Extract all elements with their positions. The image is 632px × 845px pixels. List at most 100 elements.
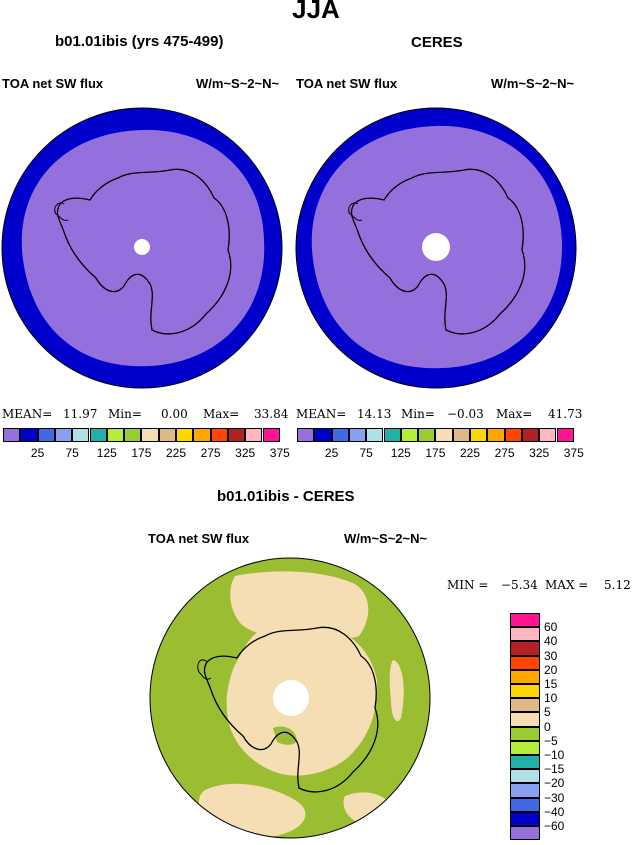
colorbar-tick-label: 25 (30, 446, 45, 460)
colorbar-cell (510, 698, 540, 713)
colorbar-cell (227, 428, 246, 442)
colorbar-tick-label: 175 (425, 446, 446, 460)
colorbar-cell (510, 726, 540, 741)
panel1-colorbar: 25 75 125 175 225 275 325 375 (3, 428, 290, 473)
colorbar-tick-label: 325 (529, 446, 550, 460)
colorbar-cell (37, 428, 55, 442)
colorbar-tick-label: 325 (235, 446, 256, 460)
colorbar-cell (510, 783, 540, 798)
colorbar-tick-label: 75 (359, 446, 373, 460)
colorbar-cell (348, 428, 367, 442)
colorbar-tick-label: 375 (269, 446, 290, 460)
panel1-map (1, 107, 283, 389)
colorbar-cell (106, 428, 125, 442)
panel1-variable: TOA net SW flux (2, 76, 104, 91)
colorbar-tick-label: 275 (494, 446, 515, 460)
diff-variable: TOA net SW flux (148, 531, 250, 546)
panel2-mean-label: MEAN= (296, 407, 347, 421)
colorbar-cell (176, 428, 194, 442)
diff-antarctica-coastline (203, 626, 379, 793)
colorbar-cell (435, 428, 453, 442)
panel2-min-label: Min= (401, 407, 435, 421)
panel1-antarctica-coastline (56, 168, 232, 335)
colorbar-tick-label: 15 (544, 677, 558, 691)
colorbar-cell (504, 428, 522, 442)
colorbar-cell (510, 669, 540, 684)
colorbar-tick-label: −40 (544, 804, 565, 819)
colorbar-tick-label: −10 (544, 748, 565, 762)
colorbar-cell (510, 740, 540, 755)
colorbar-tick-label: 5 (544, 705, 551, 720)
panel2-max-label: Max= (496, 407, 533, 421)
colorbar-tick-label: 225 (459, 446, 481, 460)
colorbar-cell (418, 428, 436, 442)
diff-peninsula-coastline (197, 659, 212, 680)
colorbar-cell (297, 428, 315, 442)
colorbar-cell (158, 428, 176, 442)
diff-min-label: MIN = (447, 578, 489, 592)
colorbar-cell (141, 428, 159, 442)
colorbar-cell (510, 797, 540, 812)
colorbar-tick-label: 25 (324, 446, 339, 460)
panel2-peninsula-coastline (348, 202, 363, 221)
panel2-mean-value: 14.13 (357, 407, 392, 421)
colorbar-cell (510, 627, 540, 642)
panel2-title: CERES (411, 34, 463, 51)
colorbar-cell (510, 712, 540, 727)
colorbar-cell (262, 428, 280, 442)
colorbar-cell (470, 428, 488, 442)
colorbar-tick-label: 75 (65, 446, 79, 460)
colorbar-cell (510, 826, 540, 841)
colorbar-cell (193, 428, 211, 442)
page-title: JJA (292, 0, 340, 24)
colorbar-cell (400, 428, 419, 442)
diff-colorbar: 60 40 30 20 15 10 5 0 −5 −10 −15 −20 −30 −40 −60 (510, 613, 590, 843)
panel2-colorbar: 25 75 125 175 225 275 325 375 (297, 428, 584, 473)
panel2-variable: TOA net SW flux (296, 76, 398, 91)
colorbar-cell (510, 641, 540, 656)
colorbar-tick-label: 0 (544, 719, 551, 734)
colorbar-cell (383, 428, 401, 442)
colorbar-cell (556, 428, 574, 442)
colorbar-cell (314, 428, 332, 442)
colorbar-tick-label: 125 (390, 446, 411, 460)
colorbar-cell (124, 428, 142, 442)
colorbar-cell (521, 428, 540, 442)
colorbar-cell (245, 428, 263, 442)
diff-map (149, 557, 431, 839)
colorbar-tick-label: −30 (544, 790, 565, 805)
diff-positive-patch-east (389, 660, 404, 722)
diff-positive-patch-north (230, 571, 369, 638)
panel2-min-value: −0.03 (447, 407, 484, 421)
diff-max-label: MAX = (545, 578, 589, 592)
colorbar-tick-label: −5 (544, 733, 558, 748)
colorbar-cell (89, 428, 107, 442)
colorbar-cell (54, 428, 73, 442)
colorbar-cell (510, 613, 540, 628)
colorbar-tick-label: 225 (165, 446, 187, 460)
colorbar-cell (366, 428, 384, 442)
colorbar-cell (510, 755, 540, 770)
colorbar-cell (539, 428, 557, 442)
diff-title: b01.01ibis - CERES (217, 488, 355, 505)
colorbar-tick-label: 375 (563, 446, 584, 460)
diff-negative-strip (273, 726, 297, 745)
colorbar-tick-label: 30 (544, 648, 558, 663)
panel1-pole-hole (134, 239, 150, 255)
colorbar-tick-label: 10 (544, 691, 558, 706)
colorbar-cell (510, 811, 540, 826)
colorbar-cell (510, 769, 540, 784)
colorbar-tick-label: −15 (544, 762, 565, 777)
panel1-peninsula-coastline (54, 202, 69, 221)
diff-units: W/m~S~2~N~ (344, 531, 428, 546)
panel1-max-value: 33.84 (254, 407, 289, 421)
colorbar-tick-label: 175 (131, 446, 152, 460)
panel1-units: W/m~S~2~N~ (196, 76, 280, 91)
colorbar-tick-label: −20 (544, 776, 565, 791)
panel1-mean-label: MEAN= (2, 407, 53, 421)
diff-pole-hole (273, 680, 309, 716)
colorbar-tick-label: 40 (544, 634, 558, 649)
panel1-max-label: Max= (203, 407, 240, 421)
colorbar-tick-label: 125 (96, 446, 117, 460)
panel1-mean-value: 11.97 (63, 407, 98, 421)
